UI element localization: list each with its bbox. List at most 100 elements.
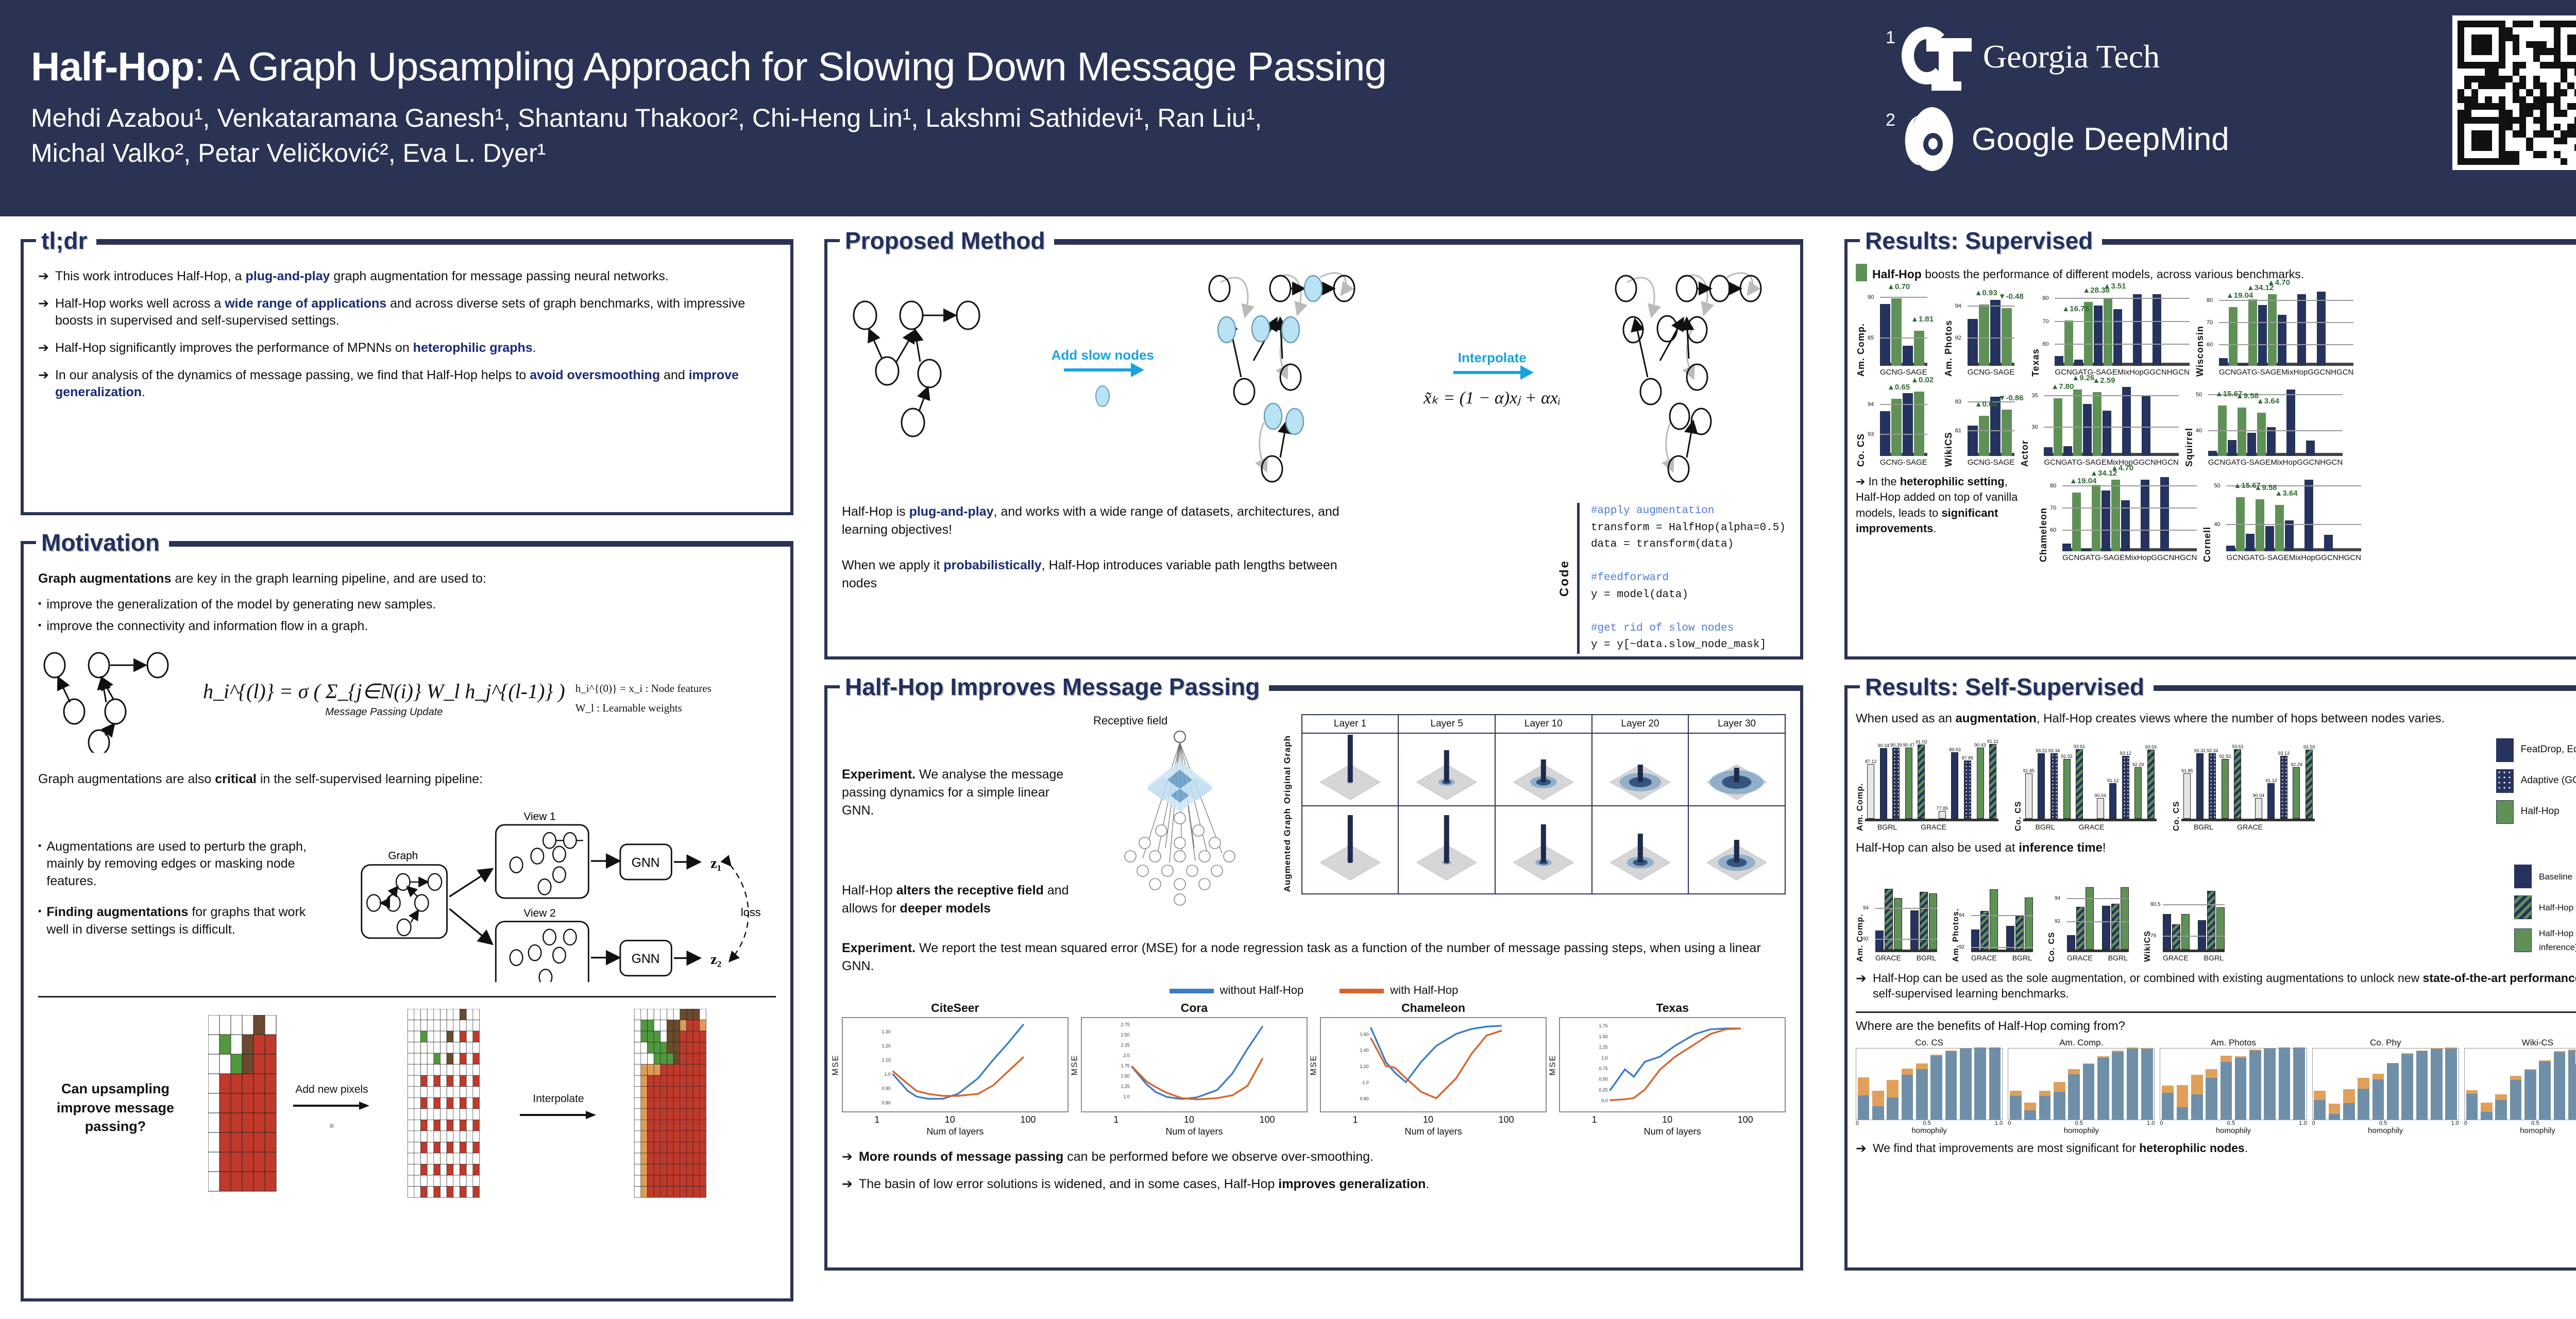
pipeline-label-z1: z₁ [710, 855, 721, 871]
inf-bar [1971, 929, 1979, 950]
apple-grid-small [208, 1014, 278, 1200]
svg-text:1.30: 1.30 [882, 1029, 890, 1034]
mse-plot-area: MSE 0.80 1.0 1.20 1.40 1.60 [1310, 1017, 1547, 1112]
x-tick-label: GAT [2225, 458, 2241, 467]
gridline [2218, 344, 2354, 345]
method-text-1-pre: Half-Hop is [842, 504, 909, 519]
delta-label: ▲4.70 [2267, 278, 2290, 287]
ss-legend-item-adaptive: Adaptive (GCA) [2496, 769, 2576, 793]
bar-vanilla [2246, 534, 2255, 551]
inf-bar [1990, 889, 1998, 950]
mse-chart-cell: CiteSeer MSE 0.80 0.90 1.0 1.10 1.20 1.30 1 10… [831, 1001, 1069, 1137]
ss-chart-y-label: Co. CS [2013, 801, 2023, 831]
homophily-chart-cell: Wiki-CS [2464, 1038, 2576, 1135]
ss-bar-value: 90.39 [1890, 742, 1902, 748]
authors-line-1: Mehdi Azabou¹, Venkataramana Ganesh¹, Sh… [31, 104, 1262, 133]
bar-vanilla [2160, 477, 2169, 551]
ss-bar [2221, 758, 2229, 819]
tldr-b4-post: . [142, 385, 145, 399]
experiment-2-text: Experiment. We report the test mean squa… [842, 939, 1786, 975]
formula-def-1: h_i^{(0)} = x_i : Node features [575, 682, 711, 695]
x-tick-label: GAT [2061, 458, 2077, 467]
delta-label: ▲7.80 [2051, 382, 2074, 391]
column-left: tl;dr ➔ This work introduces Half-Hop, a… [21, 227, 793, 1315]
deepmind-logo-icon [1901, 106, 1962, 172]
hom-bar-baseline [2141, 1049, 2153, 1120]
tldr-b3-bold: heterophilic graphs [413, 341, 533, 355]
delta-label: ▲15.67 [2215, 390, 2243, 398]
hom-bar-baseline [2524, 1070, 2536, 1120]
bar-halfhop [1914, 391, 1924, 456]
y-tick-label: 80 [2050, 483, 2057, 489]
chart-y-label: Co. CS [1856, 433, 1866, 467]
motivation-ssl-lead: Graph augmentations are also critical in… [38, 770, 776, 788]
supervised-bar-chart: Wisconsin 60 70 80 ▲19.04 ▲34.12 ▲4.70 GCN… [2194, 278, 2354, 377]
y-tick-label: 94 [1863, 905, 1869, 911]
mse-chart-title: Texas [1656, 1001, 1689, 1014]
x-tick-label: G-SAGE [2095, 553, 2125, 562]
rf-row-label: Original Graph [1282, 735, 1292, 804]
bars-area: 85 90 ▲0.70 ▲1.81 [1868, 282, 1934, 366]
inference-bar-chart: Am. Photos. 92 94 GRACE BGRL [1952, 885, 2042, 962]
affiliation-georgia-tech: 1 Georgia Tech [1886, 15, 2442, 98]
mse-y-axis-label: MSE [1309, 1054, 1318, 1075]
inf-group-bgrl [2102, 887, 2129, 950]
bar-halfhop [2275, 505, 2284, 551]
tldr-b4-bold2: improve generalization [55, 368, 739, 399]
bar-vanilla [2208, 450, 2217, 456]
hom-bar-baseline [2010, 1096, 2022, 1120]
code-block[interactable]: #apply augmentation transform = HalfHop(a… [1577, 503, 1786, 654]
supervised-charts-row-1: Am. Comp. 85 90 ▲0.70 ▲1.81 GCN G-SAGE Am.… [1856, 278, 2576, 377]
ss-group-grace: 90.04 91.12 93.12 92.29 93.59 [2253, 745, 2315, 819]
gridline [1880, 337, 1927, 339]
gridline [2218, 322, 2354, 323]
y-tick-label: 85 [1868, 334, 1874, 341]
inf-bar [1929, 893, 1937, 950]
hom-bar-baseline [2314, 1100, 2326, 1120]
rf-cell [1398, 805, 1496, 895]
svg-text:0.80: 0.80 [1360, 1096, 1369, 1101]
ss-bar-value: 90.34 [1877, 742, 1890, 748]
inf-group-bgrl [2006, 897, 2033, 950]
legend-key-halfhop [2496, 800, 2514, 824]
ss-bar-wrap: 91.85 [2181, 768, 2193, 819]
mse-x-axis-label: Num of layers [1643, 1126, 1701, 1137]
ss-bar-wrap: 92.92 [2061, 754, 2073, 819]
y-tick-label: 79 [2150, 933, 2157, 939]
upsampling-arrow-2: Interpolate [520, 1093, 597, 1123]
ss-bar-wrap: 92.29 [2132, 762, 2144, 819]
pipeline-label-z2: z₂ [710, 951, 721, 967]
ss-bar [2183, 773, 2191, 819]
chart-y-label: Wisconsin [2194, 326, 2205, 377]
y-tick-label: 80 [2206, 297, 2213, 303]
hom-bar-baseline [1857, 1095, 1870, 1120]
tldr-b4-mid: and [660, 368, 689, 382]
ss-bar [1989, 744, 1996, 819]
x-tick-label: GCN [2055, 368, 2072, 377]
tldr-b1-pre: This work introduces Half-Hop, a [55, 269, 246, 283]
ss-bar-value: 92.92 [2219, 753, 2231, 759]
formula-caption: Message Passing Update [325, 706, 443, 718]
delta-label: ▲0.65 [1887, 383, 1910, 392]
ss-bar-wrap: 90.43 [1974, 742, 1986, 819]
inf-legend-label-2: Half-Hop (train) [2539, 902, 2576, 912]
y-tick-label: 70 [2206, 319, 2213, 326]
hom-bar-baseline [2053, 1091, 2065, 1120]
authors-line-2: Michal Valko², Petar Veličković², Eva L.… [31, 138, 546, 167]
x-tick-label: MixHop [2106, 458, 2133, 467]
inf-group-bgrl [1910, 891, 1937, 950]
ssl-bullet-1: ▪ Augmentations are used to perturb the g… [38, 838, 316, 890]
qr-code-icon[interactable] [2452, 15, 2576, 170]
interpolation-equation: x̃ₖ = (1 − α)xⱼ + αxᵢ [1423, 388, 1561, 408]
bar-halfhop [2073, 389, 2082, 456]
svg-text:1.0: 1.0 [884, 1072, 890, 1077]
inf-bar [2121, 887, 2129, 950]
bar-vanilla [2074, 359, 2083, 366]
hom-chart-title: Am. Photos [2211, 1038, 2256, 1048]
chart-y-label: Actor [2020, 439, 2030, 467]
hom-bar-baseline [2039, 1096, 2051, 1120]
y-tick-label: 83 [1955, 399, 1961, 405]
bar-vanilla [2247, 432, 2256, 456]
ss-bar-wrap: 90.34 [1877, 742, 1890, 819]
arrow-icon: ➔ [842, 1177, 853, 1191]
